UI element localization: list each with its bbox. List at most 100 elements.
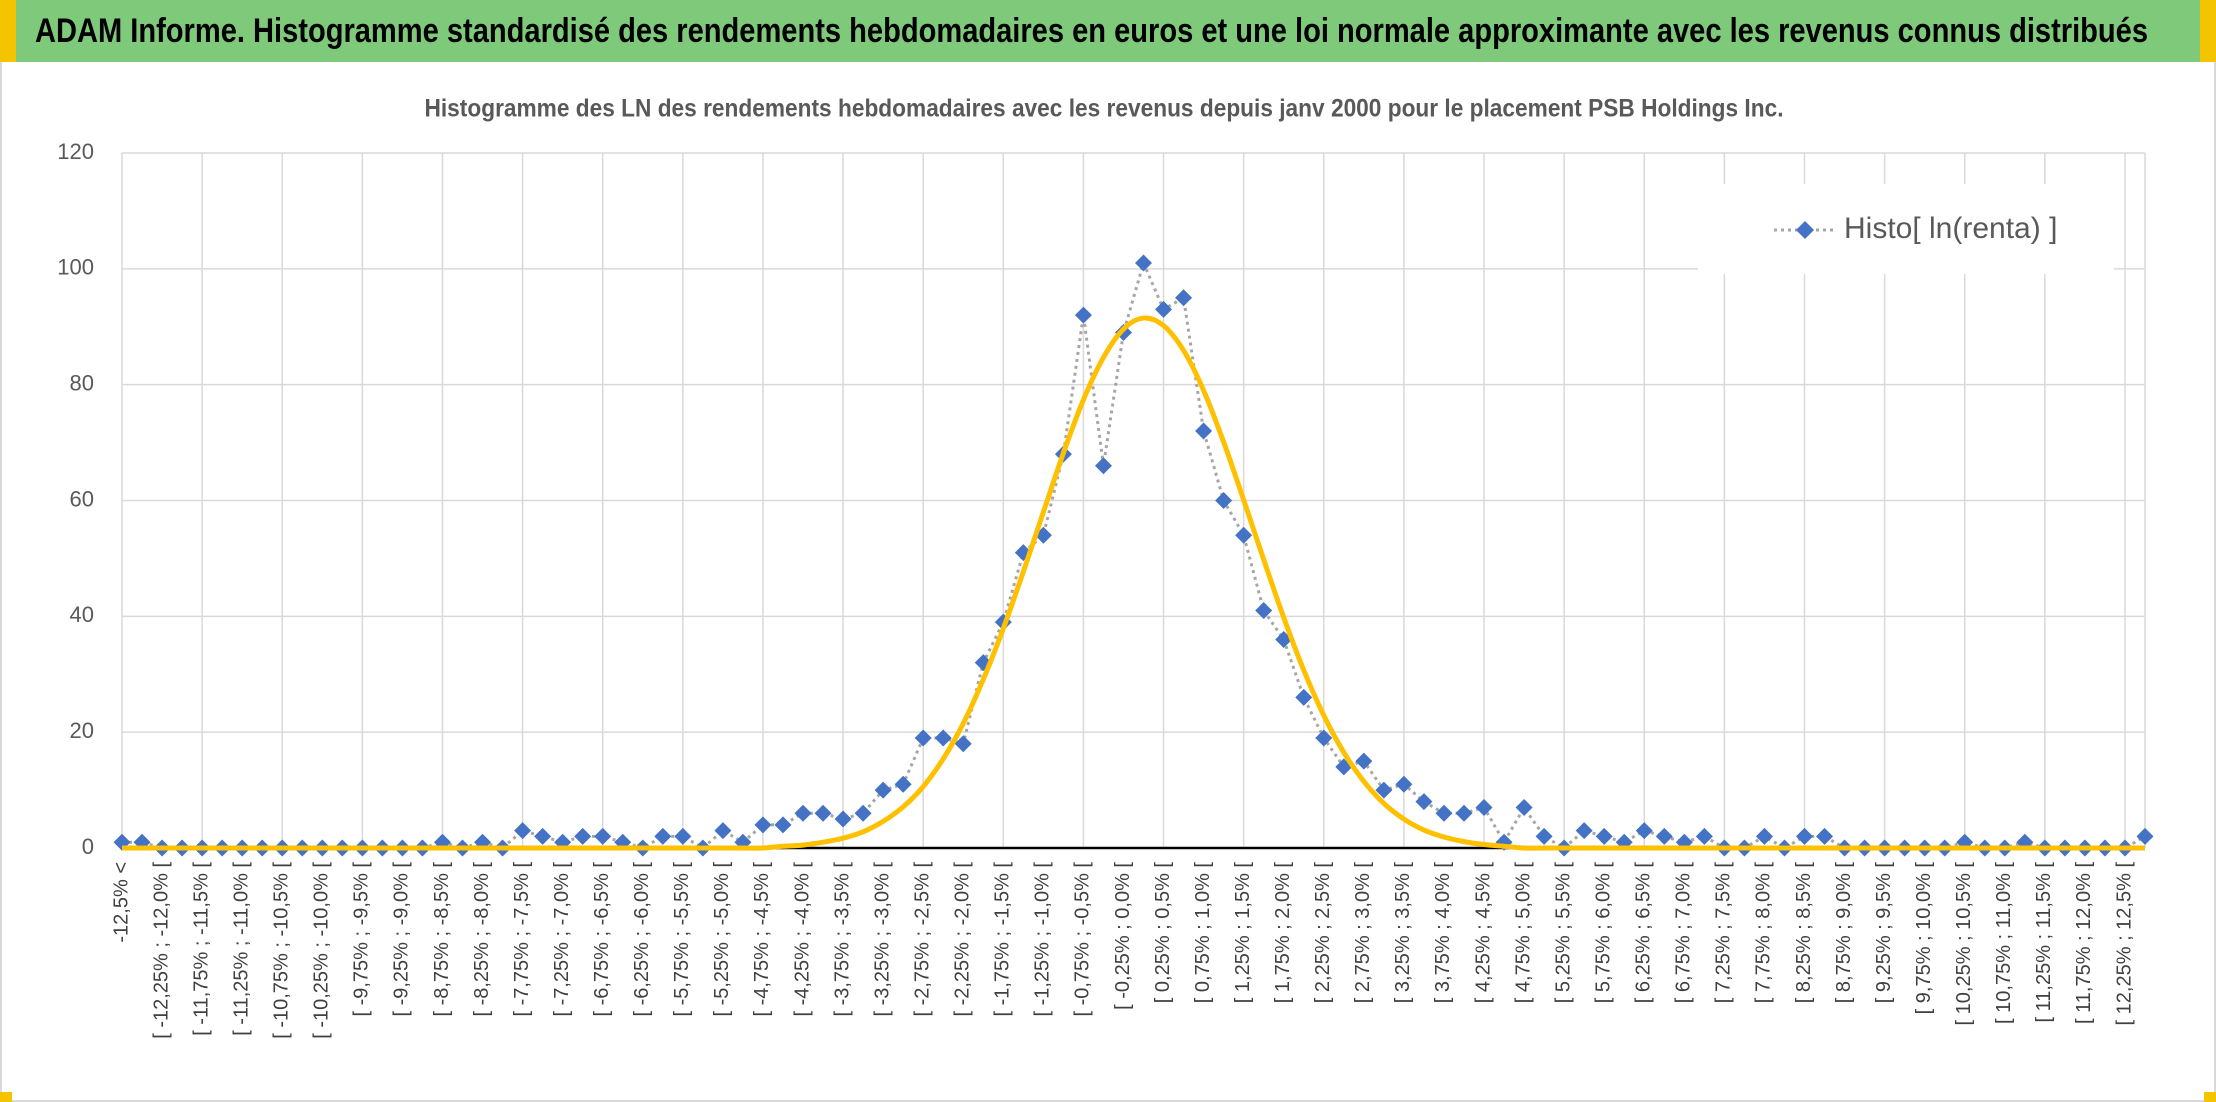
y-tick-label: 100 [57,255,94,280]
x-tick-label: [ -6,75% ; -6,5% [ [591,862,613,1017]
x-tick-label: [ 5,25% ; 5,5% [ [1552,862,1574,1004]
x-tick-label: [ -10,75% ; -10,5% [ [271,862,293,1039]
x-tick-label: [ 2,25% ; 2,5% [ [1312,862,1334,1004]
x-tick-label: [ 1,75% ; 2,0% [ [1272,862,1294,1004]
x-tick-label: [ 5,75% ; 6,0% [ [1592,862,1614,1004]
x-tick-label: [ -2,75% ; -2,5% [ [911,862,933,1017]
x-tick-label: [ 4,75% ; 5,0% [ [1512,862,1534,1004]
x-tick-label: [ 7,75% ; 8,0% [ [1753,862,1775,1004]
data-point [1635,822,1653,840]
corner [2200,0,2216,62]
x-tick-label: [ 6,25% ; 6,5% [ [1633,862,1655,1004]
data-point [1195,422,1213,440]
data-point [1595,827,1613,845]
data-point [1235,526,1253,544]
data-point [1695,827,1713,845]
x-tick-label: [ 12,25% ; 12,5% [ [2113,862,2135,1026]
x-tick-label: [ -8,25% ; -8,0% [ [471,862,493,1017]
data-point [914,729,932,747]
x-tick-label: [ 7,25% ; 7,5% [ [1713,862,1735,1004]
x-tick-label: [ 4,25% ; 4,5% [ [1472,862,1494,1004]
y-tick-label: 20 [70,718,94,743]
x-tick-label: [ 10,75% ; 11,0% [ [1993,862,2015,1024]
data-point [714,822,732,840]
data-point [954,735,972,753]
data-point [894,775,912,793]
data-point [814,804,832,822]
x-tick-label: [ 11,25% ; 11,5% [ [2033,862,2055,1023]
data-point [874,781,892,799]
x-tick-label: [ 10,25% ; 10,5% [ [1953,862,1975,1026]
data-point [774,816,792,834]
data-point [1295,688,1313,706]
x-tick-label: [ -0,75% ; -0,5% [ [1072,862,1094,1017]
header-bar [0,0,2216,62]
data-point [1215,492,1233,509]
data-point [1395,775,1413,793]
data-point [934,729,952,747]
x-tick-label: [ -3,75% ; -3,5% [ [831,862,853,1017]
data-point [1515,798,1533,816]
data-point [674,827,692,845]
data-point [1074,306,1092,324]
x-tick-label: [ -1,75% ; -1,5% [ [992,862,1014,1017]
data-point [794,804,812,822]
data-point [514,822,532,840]
data-point [854,804,872,822]
x-tick-label: [ -11,25% ; -11,0% [ [230,862,252,1036]
data-point [834,810,852,828]
data-point [1155,300,1173,318]
x-tick-label: [ 2,75% ; 3,0% [ [1352,862,1374,1004]
x-tick-label: [ -7,25% ; -7,0% [ [551,862,573,1017]
x-tick-label: [ -11,75% ; -11,5% [ [190,862,212,1036]
data-point [1795,827,1813,845]
x-tick-label: [ 9,25% ; 9,5% [ [1873,862,1895,1004]
y-tick-label: 0 [82,834,94,859]
corner [2204,1092,2216,1102]
y-tick-label: 80 [70,370,94,395]
data-point [1315,729,1333,747]
x-tick-label: [ 1,25% ; 1,5% [ [1232,862,1254,1004]
x-tick-label: [ -7,75% ; -7,5% [ [511,862,533,1017]
data-point [1175,289,1193,307]
data-point [1755,827,1773,845]
x-tick-label: [ -0,25% ; 0,0% [ [1112,862,1134,1010]
data-point [1655,827,1673,845]
x-tick-label: [ -5,25% ; -5,0% [ [711,862,733,1017]
x-tick-label: [ 6,75% ; 7,0% [ [1673,862,1695,1004]
x-tick-label: [ -12,25% ; -12,0% [ [150,862,172,1039]
x-tick-label: [ -4,25% ; -4,0% [ [791,862,813,1017]
data-point [1575,822,1593,840]
data-point [754,816,772,834]
x-tick-label: [ -5,75% ; -5,5% [ [671,862,693,1017]
data-point [1255,602,1273,620]
data-point [1375,781,1393,799]
data-point [2136,827,2154,845]
x-tick-label: [ 3,75% ; 4,0% [ [1432,862,1454,1004]
x-tick-label: [ 0,25% ; 0,5% [ [1152,862,1174,1004]
corner [0,0,16,62]
x-tick-label: [ -6,25% ; -6,0% [ [631,862,653,1017]
header-title: ADAM Informe. Histogramme standardisé de… [35,12,2148,50]
x-tick-label: [ 8,25% ; 8,5% [ [1793,862,1815,1004]
x-tick-label: [ -1,25% ; -1,0% [ [1032,862,1054,1017]
x-tick-label: [ 8,75% ; 9,0% [ [1833,862,1855,1004]
x-tick-label: [ 3,25% ; 3,5% [ [1392,862,1414,1004]
x-tick-label: [ -8,75% ; -8,5% [ [431,862,453,1017]
data-point [1475,798,1493,816]
x-tick-label: [ -2,25% ; -2,0% [ [952,862,974,1017]
legend-label: Histo[ ln(renta) ] [1844,212,2057,245]
x-tick-label: [ -9,25% ; -9,0% [ [391,862,413,1017]
data-point [1535,827,1553,845]
data-point [1415,793,1433,811]
fitted-curve [122,315,2145,851]
x-tick-label: [ -10,25% ; -10,0% [ [311,862,333,1039]
x-tick-label: [ -3,25% ; -3,0% [ [871,862,893,1017]
x-tick-label: [ -9,75% ; -9,5% [ [351,862,373,1017]
data-point [1435,804,1453,822]
data-point [534,827,552,845]
x-tick-label: [ 9,75% ; 10,0% [ [1913,862,1935,1015]
y-tick-label: 120 [57,139,94,164]
